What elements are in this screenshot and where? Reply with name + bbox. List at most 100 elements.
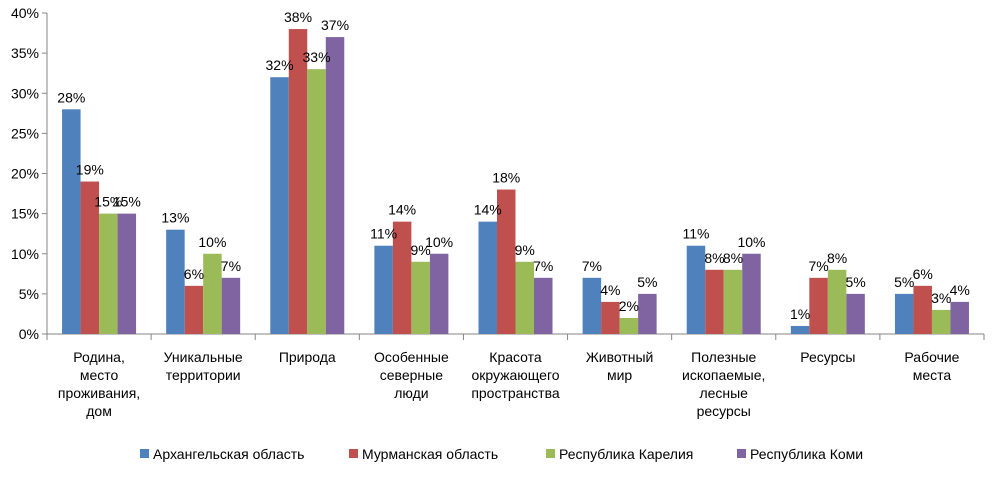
category-label: Красота окружающего пространства [471,349,560,401]
bar [80,181,100,334]
bar [497,189,516,334]
legend-swatch [546,449,555,458]
data-label: 13% [161,210,189,226]
data-label: 14% [474,202,502,218]
category-label-line: территории [166,367,241,383]
y-axis: 0% 5% 10% 15% 20% 25% 30% 35% 40% [11,5,48,342]
bar [392,221,412,334]
category-label: Животный мир [586,349,654,383]
bar [534,277,553,334]
category-label: Природа [279,349,336,365]
bar [846,293,865,334]
data-label: 8% [723,250,743,266]
data-label: 32% [266,57,294,73]
category-label-line: пространства [471,385,560,401]
category-label: Родина, место проживания, дом [58,349,140,419]
category-label: Рабочие места [904,349,959,383]
bar [515,261,534,334]
data-label: 9% [515,242,535,258]
category-label-line: люди [394,385,428,401]
category-label-line: Особенные [374,349,449,365]
y-tick-label: 40% [11,5,39,21]
bar [62,109,81,334]
data-label: 8% [827,250,847,266]
bar [288,29,308,335]
data-label: 6% [184,266,204,282]
bar [411,261,430,334]
data-label: 15% [113,194,141,210]
category-label-line: лесные [699,385,748,401]
category-label: Особенные северные люди [374,349,449,401]
data-label: 1% [790,306,810,322]
bar [582,277,602,334]
bar [931,309,951,334]
y-tick-label: 30% [11,85,39,101]
category-label: Уникальные территории [164,349,243,383]
category-label-line: окружающего [471,367,559,383]
bar [913,285,932,334]
data-label: 11% [682,226,709,242]
y-tick-label: 5% [19,286,39,302]
category-label-line: место [80,367,119,383]
bar [325,37,345,334]
bars [62,29,969,335]
category-label-line: Полезные [691,349,756,365]
legend: Архангельская область Мурманская область Р… [140,446,863,462]
legend-label: Архангельская область [153,446,304,462]
data-label: 19% [76,162,104,178]
bar [99,213,118,334]
bar [638,293,657,334]
data-label: 8% [704,250,724,266]
bar [270,77,289,334]
category-label-line: дом [86,403,112,419]
data-label: 7% [808,258,828,274]
legend-label: Республика Коми [750,446,863,462]
bar [705,269,724,334]
category-label-line: ископаемые, [682,367,765,383]
category-label: Полезные ископаемые, лесные ресурсы [682,349,765,419]
legend-label: Мурманская область [362,446,498,462]
data-label: 10% [425,234,453,250]
data-label: 7% [533,258,553,274]
bar [790,325,810,334]
data-label: 37% [321,17,349,33]
data-label: 15% [94,194,122,210]
y-tick-label: 0% [19,326,39,342]
category-label-line: Рабочие [904,349,959,365]
data-label: 2% [619,298,639,314]
category-label-line: Родина, [73,349,125,365]
data-label: 7% [221,258,241,274]
data-label: 4% [950,282,970,298]
category-label-line: ресурсы [697,403,751,419]
category-label-line: Животный [586,349,654,365]
data-label: 14% [388,202,416,218]
data-label: 18% [492,170,520,186]
category-label: Ресурсы [800,349,855,365]
legend-label: Республика Карелия [559,446,693,462]
bar [478,221,497,334]
category-label-line: Ресурсы [800,349,855,365]
data-label: 28% [57,89,85,105]
x-axis [46,333,985,340]
category-label-line: мир [607,367,632,383]
y-tick-label: 25% [11,125,39,141]
data-label: 33% [303,49,331,65]
bar [221,277,241,334]
legend-swatch [140,449,149,458]
data-label: 38% [284,9,312,25]
legend-swatch [349,449,358,458]
bar [742,253,761,334]
y-tick-label: 10% [11,246,39,262]
bar [429,253,449,334]
bar [686,245,706,334]
bar [619,317,639,334]
category-label-line: Красота [489,349,542,365]
bar [307,69,326,335]
bar [203,253,222,334]
bar [723,269,743,334]
bar [950,301,969,334]
category-label-line: северные [380,367,443,383]
data-label: 4% [600,282,620,298]
legend-swatch [737,449,746,458]
bar [117,213,137,334]
